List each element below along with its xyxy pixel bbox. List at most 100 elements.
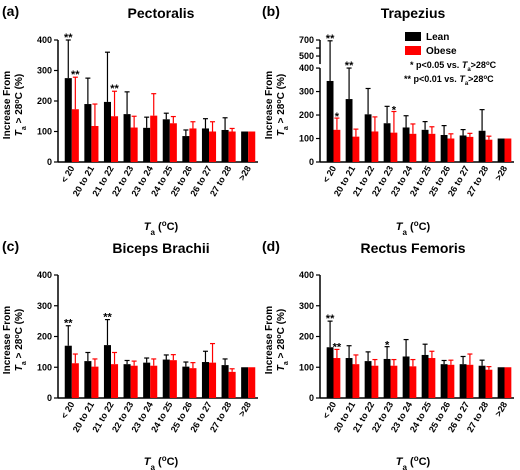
legend-note-double: ** p<0.01 vs. Ta>28oC <box>404 74 494 87</box>
y-tick-label: 500 <box>299 51 314 61</box>
significance-marker: ** <box>326 313 335 325</box>
bar-obese <box>130 365 138 398</box>
significance-marker: ** <box>64 318 73 330</box>
bar-obese <box>111 364 119 398</box>
y-tick-label: 0 <box>47 393 52 403</box>
panel-rectus-femoris: (d) Rectus Femoris Increase From Ta > 28… <box>262 238 514 470</box>
bar-lean <box>421 354 429 398</box>
y-axis-label-line2: Ta > 28oC (%) <box>14 74 28 136</box>
y-tick-label: 400 <box>37 35 52 45</box>
x-tick-label: >28 <box>237 400 253 418</box>
x-tick-label: >28 <box>493 400 509 418</box>
bar-obese <box>169 360 177 398</box>
bar-obese <box>409 133 417 162</box>
bar-obese <box>466 136 474 162</box>
bar-obese <box>150 115 158 162</box>
significance-marker: ** <box>333 341 342 353</box>
bar-obese <box>371 365 379 398</box>
bar-lean <box>326 80 334 162</box>
bar-obese <box>371 131 379 162</box>
bar-lean <box>221 129 229 162</box>
bar-obese <box>209 362 217 398</box>
y-tick-label: 400 <box>299 63 314 73</box>
bar-obese <box>228 131 236 162</box>
legend-label-obese: Obese <box>426 46 457 57</box>
bar-obese <box>485 369 493 398</box>
y-axis-label: Increase From <box>2 71 13 139</box>
bar-obese <box>390 132 398 162</box>
legend-note-single: * p<0.05 vs. Ta>28oC <box>410 60 497 73</box>
bar-obese <box>447 364 455 398</box>
panel-trapezius: (b) Trapezius Increase From Ta > 28oC (%… <box>262 3 514 237</box>
bar-lean <box>221 365 229 398</box>
bar-lean <box>84 361 92 398</box>
bar-lean <box>383 123 391 162</box>
bar-lean <box>326 347 334 398</box>
y-axis-label-line2: Ta > 28oC (%) <box>14 309 28 371</box>
y-tick-label: 100 <box>37 127 52 137</box>
y-axis-label: Increase From <box>264 71 275 139</box>
y-tick-label: 400 <box>37 270 52 280</box>
bar-obese <box>189 368 197 398</box>
bar-lean <box>402 127 410 162</box>
y-axis-label: Increase From <box>264 306 275 374</box>
bar-obese <box>352 136 360 162</box>
x-axis-label: Ta (oC) <box>396 454 431 470</box>
bar-obese <box>111 116 119 162</box>
bar-lean <box>182 136 190 162</box>
bar-lean <box>103 345 111 398</box>
y-tick-label: 0 <box>309 157 314 167</box>
significance-marker: * <box>392 105 397 117</box>
bar-obese <box>209 131 217 162</box>
x-tick-label: < 20 <box>321 164 339 184</box>
x-axis-label: Ta (oC) <box>396 219 431 237</box>
bar-lean <box>478 130 486 162</box>
bar-lean <box>364 361 372 398</box>
y-tick-label: 700 <box>299 35 314 45</box>
panel-biceps-brachii: (c) Biceps Brachii Increase From Ta > 28… <box>2 238 258 470</box>
bar-lean <box>345 99 353 162</box>
significance-marker: ** <box>71 69 80 81</box>
significance-marker: ** <box>345 60 354 72</box>
bar-obese <box>333 129 341 162</box>
significance-marker: * <box>385 340 390 352</box>
significance-marker: * <box>335 111 340 123</box>
y-tick-label: 0 <box>309 393 314 403</box>
y-tick-label: 100 <box>299 362 314 372</box>
bar-lean <box>440 134 448 162</box>
bar-obese <box>352 364 360 398</box>
y-tick-label: 200 <box>299 110 314 120</box>
bar-lean <box>64 345 72 398</box>
y-tick-label: 200 <box>37 332 52 342</box>
bar-obese <box>248 131 256 162</box>
significance-marker: ** <box>64 32 73 44</box>
y-tick-label: 200 <box>299 332 314 342</box>
y-axis-label-line2: Ta > 28oC (%) <box>276 309 290 371</box>
y-axis-label: Increase From <box>2 306 13 374</box>
bar-lean <box>84 104 92 162</box>
y-axis-label-line2: Ta > 28oC (%) <box>276 74 290 136</box>
y-tick-label: 300 <box>37 301 52 311</box>
x-tick-label: < 20 <box>59 164 77 184</box>
y-tick-label: 300 <box>299 301 314 311</box>
bar-lean <box>103 101 111 162</box>
bar-obese <box>71 363 79 398</box>
y-tick-label: 300 <box>37 66 52 76</box>
x-tick-label: >28 <box>493 164 509 182</box>
bar-lean <box>402 356 410 398</box>
bar-lean <box>201 362 209 398</box>
bar-obese <box>71 109 79 162</box>
legend: Lean Obese * p<0.05 vs. Ta>28oC ** p<0.0… <box>404 32 497 87</box>
bar-obese <box>248 367 256 398</box>
panel-label: (d) <box>262 238 280 254</box>
y-tick-label: 300 <box>299 87 314 97</box>
bar-lean <box>440 364 448 398</box>
significance-marker: ** <box>110 83 119 95</box>
panel-title: Trapezius <box>381 5 446 21</box>
legend-swatch-lean <box>405 32 421 41</box>
bar-obese <box>390 365 398 398</box>
bar-lean <box>162 359 170 398</box>
x-tick-label: < 20 <box>321 400 339 420</box>
bar-obese <box>409 366 417 398</box>
panel-label: (c) <box>2 238 19 254</box>
